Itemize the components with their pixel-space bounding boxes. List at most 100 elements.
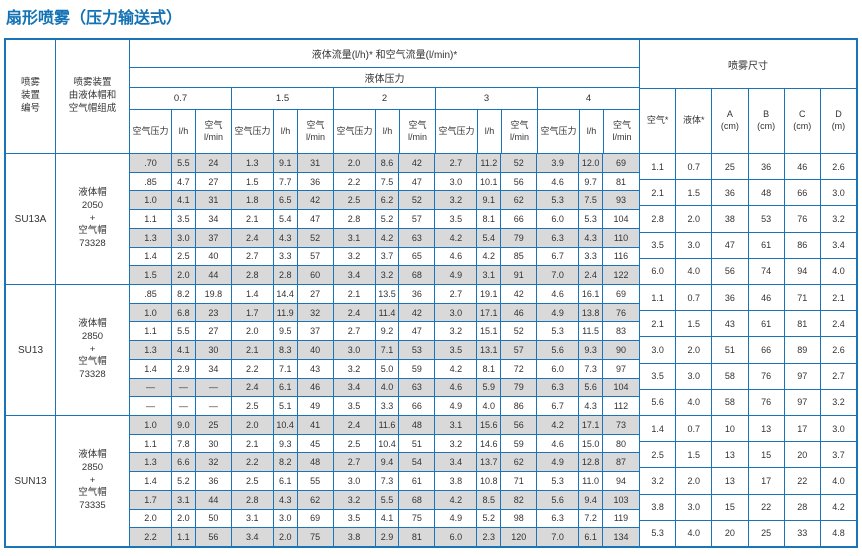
data-cell: 9.4 bbox=[375, 453, 400, 472]
data-cell: 36 bbox=[297, 172, 334, 191]
data-cell: 19.1 bbox=[477, 285, 502, 303]
data-cell: 119 bbox=[603, 509, 639, 528]
data-cell: 1.4 bbox=[130, 472, 172, 490]
size-cell: 3.0 bbox=[676, 232, 713, 258]
data-row: 1.0 4.1 31 1.8 6.5 42 2.5 6.2 52 3.2 9.1 62 5.3 7.5 93 bbox=[130, 191, 639, 211]
data-cell: 7.7 bbox=[273, 172, 298, 191]
size-row: 3.8 3.0 15 22 28 4.2 bbox=[640, 494, 856, 521]
data-cell: 30 bbox=[195, 434, 232, 453]
data-cell: 90 bbox=[603, 341, 639, 359]
data-cell: 4.2 bbox=[477, 247, 502, 266]
data-cell: 42 bbox=[399, 154, 436, 172]
size-cell: 4.2 bbox=[832, 502, 845, 513]
data-cell: 7.5 bbox=[375, 172, 400, 191]
data-cell: .85 bbox=[130, 285, 172, 303]
size-cell: 3.5 bbox=[640, 232, 677, 258]
data-row: 1.7 3.1 44 2.8 4.3 62 3.2 5.5 68 4.2 8.5 82 5.6 9.4 10… bbox=[130, 490, 639, 510]
data-cell: 10.4 bbox=[375, 434, 400, 453]
size-row: 3.5 3.0 58 76 97 2.7 bbox=[640, 363, 856, 390]
data-cell: 69 bbox=[297, 509, 334, 528]
size-cell: 15 bbox=[712, 494, 749, 520]
subheader-lh: l/h bbox=[172, 110, 196, 153]
size-cell: 61 bbox=[749, 232, 785, 258]
data-cell: 9.1 bbox=[273, 154, 298, 172]
data-cell: 41 bbox=[297, 416, 334, 434]
subheaders-row: 空气压力 l/h 空气 l/min 空气压力 l/h 空气 l/min 空气压力… bbox=[130, 110, 639, 153]
data-cell: 31 bbox=[195, 191, 232, 210]
size-cell: 2.6 bbox=[832, 161, 845, 172]
data-cell: 5.6 bbox=[579, 378, 604, 397]
data-cell: 6.6 bbox=[171, 453, 196, 472]
data-cell: 94 bbox=[603, 472, 639, 490]
data-cell: — bbox=[195, 397, 232, 416]
data-row: 1.3 4.1 30 2.1 8.3 40 3.0 7.1 53 3.5 13.1 57 5.6 9.3 9… bbox=[130, 341, 639, 360]
size-cell: 6.0 bbox=[640, 258, 677, 285]
header-device-number: 喷雾 装置 编号 bbox=[6, 40, 56, 153]
data-cell: 1.4 bbox=[130, 247, 172, 266]
data-cell: 51 bbox=[399, 434, 436, 453]
data-cell: 9.5 bbox=[273, 322, 298, 341]
data-cell: 2.1 bbox=[231, 341, 274, 359]
data-cell: 3.3 bbox=[375, 397, 400, 416]
size-cell: 58 bbox=[712, 363, 749, 389]
data-cell: 13.8 bbox=[579, 303, 604, 322]
spray-block: SU13 液体帽 2850 + 空气帽 73328.85 8.2 19.8 1.4 14.… bbox=[6, 285, 856, 416]
data-cell: 79 bbox=[501, 378, 538, 397]
size-cell: 1.1 bbox=[640, 285, 677, 311]
data-row: .85 4.7 27 1.5 7.7 36 2.2 7.5 47 3.0 10.1 56 4.6 9.7 8… bbox=[130, 172, 639, 192]
size-cell: 3.5 bbox=[640, 363, 677, 389]
data-cell: 4.2 bbox=[537, 416, 580, 434]
size-cell: 76 bbox=[749, 389, 785, 416]
data-cell: 2.2 bbox=[231, 453, 274, 472]
data-cell: 4.2 bbox=[435, 490, 478, 509]
data-cell: 4.9 bbox=[435, 397, 478, 416]
data-cell: 5.2 bbox=[375, 210, 400, 228]
size-cell: 1.5 bbox=[676, 442, 713, 468]
size-cell: 46 bbox=[785, 154, 821, 180]
size-cell: 1.4 bbox=[640, 416, 677, 442]
data-cell: 54 bbox=[399, 453, 436, 472]
data-cell: 62 bbox=[297, 490, 334, 509]
data-cell: 4.3 bbox=[273, 228, 298, 247]
size-cell: 33 bbox=[785, 520, 821, 547]
data-cell: 104 bbox=[603, 210, 639, 228]
data-cell: 2.7 bbox=[231, 247, 274, 266]
data-cell: 1.8 bbox=[231, 191, 274, 210]
flow-header-section: 液体流量(l/h)* 和空气流量(l/min)* 液体压力 0.7 1.5 2 … bbox=[130, 40, 640, 153]
data-row: 1.1 5.5 27 2.0 9.5 37 2.7 9.2 47 3.2 15.1 52 5.3 11.5… bbox=[130, 322, 639, 342]
data-cell: 9.7 bbox=[579, 172, 604, 191]
data-cell: 80 bbox=[603, 434, 639, 453]
size-cell: 2.8 bbox=[640, 206, 677, 232]
subheader-air-lmin: 空气 l/min bbox=[196, 110, 232, 153]
size-row: 1.1 0.7 25 36 46 2.6 bbox=[640, 154, 856, 181]
size-cell: 36 bbox=[712, 180, 749, 206]
data-cell: 2.5 bbox=[333, 191, 376, 210]
data-cell: 5.6 bbox=[537, 341, 580, 359]
data-cell: 3.4 bbox=[231, 528, 274, 547]
size-cell: 3.7 bbox=[832, 449, 845, 460]
data-cell: 7.3 bbox=[375, 472, 400, 490]
data-cell: 4.6 bbox=[537, 434, 580, 453]
subheader-air-pressure: 空气压力 bbox=[334, 110, 376, 153]
data-cell: 3.2 bbox=[375, 266, 400, 285]
data-cell: 1.3 bbox=[130, 341, 172, 359]
size-cell: 13 bbox=[712, 442, 749, 468]
data-cell: 3.4 bbox=[333, 266, 376, 285]
flow-data-grid: .70 5.5 24 1.3 9.1 31 2.0 8.6 42 2.7 11.2 52 3.9 12.0… bbox=[130, 154, 640, 285]
size-cell: 74 bbox=[749, 258, 785, 285]
data-cell: 9.0 bbox=[171, 416, 196, 434]
data-cell: 7.3 bbox=[579, 359, 604, 378]
data-cell: 5.2 bbox=[171, 472, 196, 490]
data-cell: 6.2 bbox=[375, 191, 400, 210]
spray-size-header-section: 喷雾尺寸 空气* 液体* A (cm) B (cm) bbox=[640, 40, 856, 153]
size-cell: 76 bbox=[785, 206, 821, 232]
subheader-air-pressure: 空气压力 bbox=[436, 110, 478, 153]
size-cell: 51 bbox=[712, 337, 749, 363]
data-cell: 32 bbox=[297, 303, 334, 322]
data-cell: 32 bbox=[195, 453, 232, 472]
data-cell: 75 bbox=[399, 509, 436, 528]
data-cell: 27 bbox=[195, 172, 232, 191]
data-cell: 76 bbox=[603, 303, 639, 322]
data-cell: 52 bbox=[399, 191, 436, 210]
